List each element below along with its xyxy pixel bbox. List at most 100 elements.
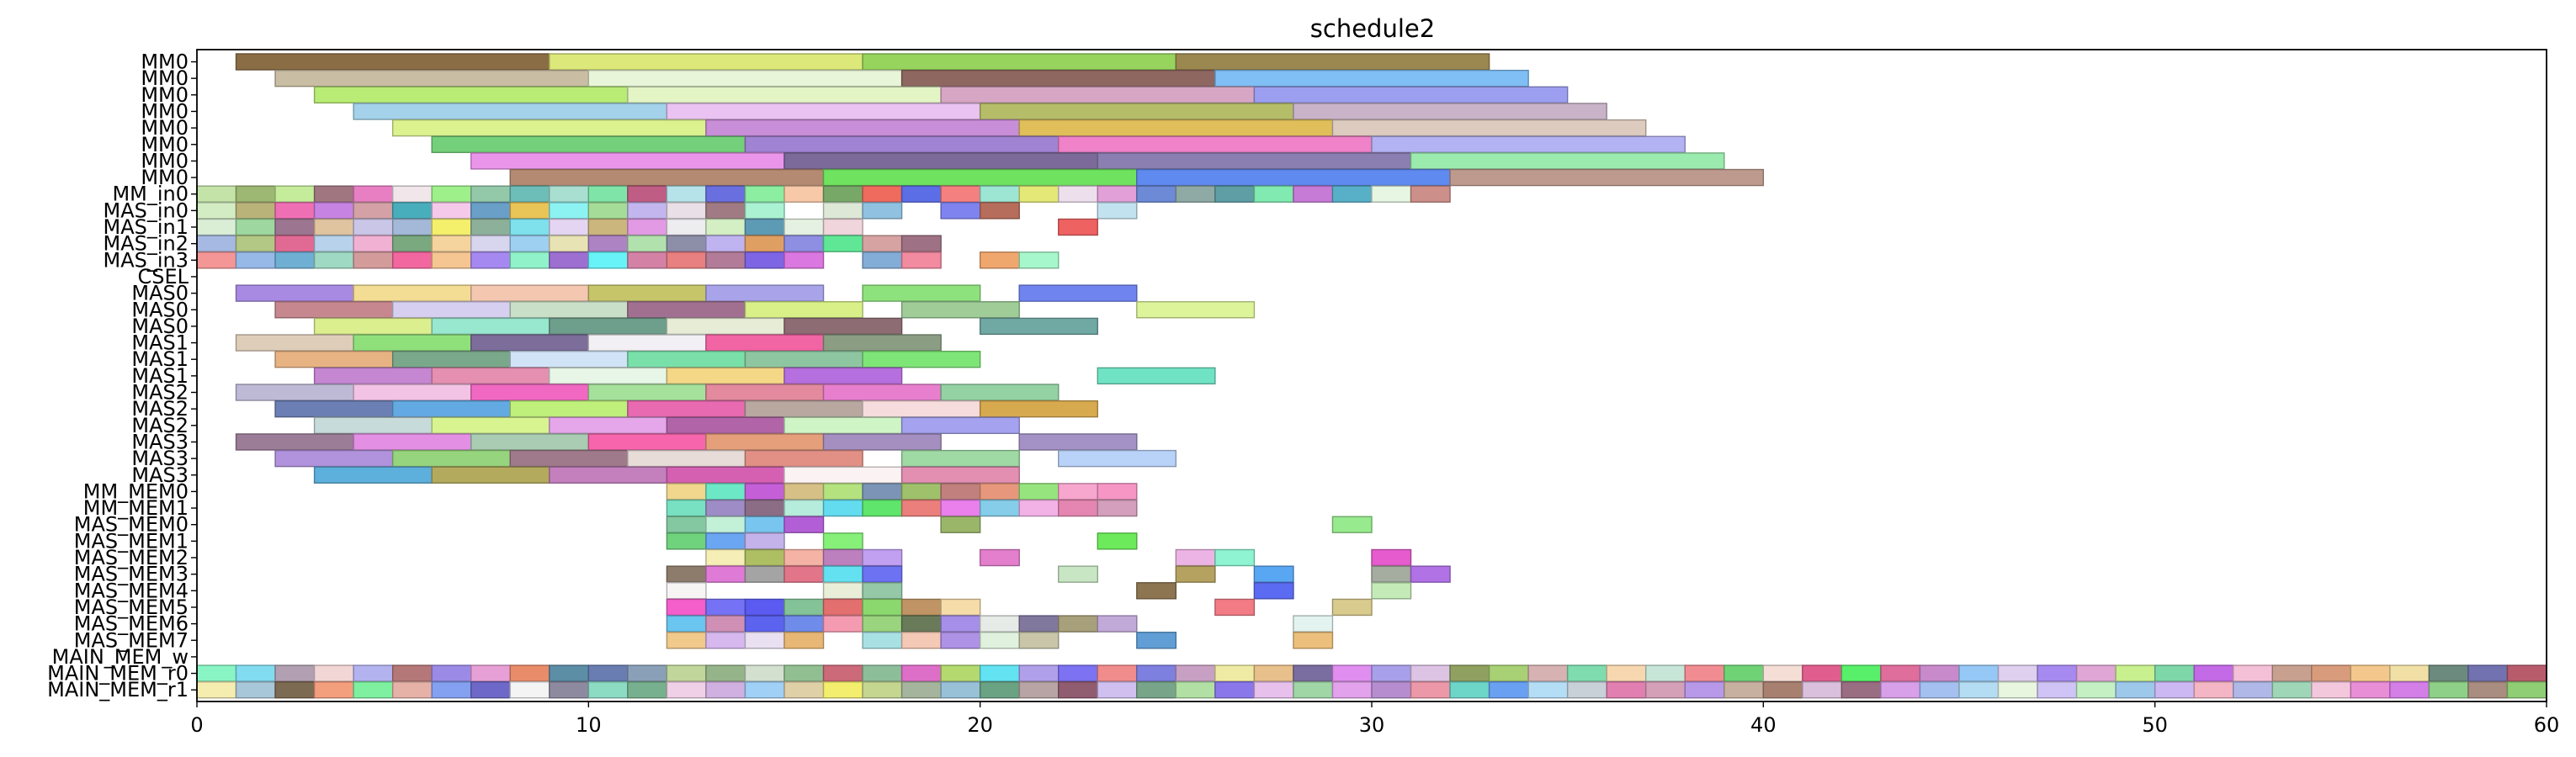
task-bar <box>313 218 354 236</box>
task-bar <box>627 251 668 269</box>
task-bar <box>1331 598 1373 617</box>
task-bar <box>783 235 825 252</box>
task-bar <box>2233 681 2273 699</box>
task-bar <box>2154 664 2195 682</box>
task-bar <box>783 632 825 649</box>
y-tick-label: MAS_in3 <box>103 248 189 272</box>
task-bar <box>1293 664 1334 682</box>
task-bar <box>627 218 668 236</box>
task-bar <box>666 466 785 484</box>
task-bar <box>822 202 863 220</box>
task-bar <box>1058 681 1098 699</box>
task-bar <box>1214 69 1529 87</box>
task-bar <box>313 185 354 203</box>
task-bar <box>666 632 707 649</box>
task-bar <box>627 351 746 368</box>
task-bar <box>1253 185 1294 203</box>
task-bar <box>979 681 1020 699</box>
task-bar <box>900 416 1020 434</box>
task-bar <box>627 86 942 104</box>
task-bar <box>705 681 746 699</box>
task-bar <box>705 284 825 302</box>
task-bar <box>1175 53 1490 71</box>
task-bar <box>431 664 472 682</box>
y-tick-label: MAS3 <box>131 447 189 470</box>
task-bar <box>822 598 863 617</box>
x-tick-label: 10 <box>576 713 602 737</box>
task-bar <box>705 615 746 633</box>
y-tick-label: MAS3 <box>131 430 189 453</box>
y-tick-label: MAS0 <box>131 282 189 305</box>
task-bar <box>2075 681 2117 699</box>
task-bar <box>979 103 1294 120</box>
y-tick-label: MAS1 <box>131 364 189 388</box>
task-bar <box>666 235 707 252</box>
task-bar <box>1371 185 1412 203</box>
task-bar <box>431 681 472 699</box>
task-bar <box>862 202 903 220</box>
task-bar <box>431 416 550 434</box>
task-bar <box>862 499 903 517</box>
task-bar <box>1724 681 1765 699</box>
task-bar <box>822 185 863 203</box>
task-bar <box>1293 681 1334 699</box>
task-bar <box>862 284 981 302</box>
task-bar <box>1371 548 1412 567</box>
task-bar <box>744 516 785 533</box>
task-bar <box>1175 681 1216 699</box>
task-bar <box>2506 664 2547 682</box>
task-bar <box>274 400 394 418</box>
task-bar <box>822 499 863 517</box>
task-bar <box>587 251 629 269</box>
task-bar <box>313 235 354 252</box>
task-bar <box>587 235 629 252</box>
task-bar <box>313 664 354 682</box>
task-bar <box>862 251 903 269</box>
task-bar <box>1097 483 1138 500</box>
task-bar <box>705 548 746 567</box>
task-bar <box>940 681 981 699</box>
task-bar <box>705 235 746 252</box>
task-bar <box>979 400 1098 418</box>
task-bar <box>666 499 707 517</box>
task-bar <box>744 548 785 567</box>
task-bar <box>1097 532 1138 550</box>
task-bar <box>1097 664 1138 682</box>
task-bar <box>940 86 1256 104</box>
task-bar <box>744 632 785 649</box>
task-bar <box>940 499 981 517</box>
task-bar <box>1136 582 1177 600</box>
task-bar <box>274 449 394 468</box>
task-bar <box>1997 681 2038 699</box>
y-tick-label: MAS_MEM3 <box>74 563 189 586</box>
task-bar <box>1018 433 1138 451</box>
task-bar <box>627 681 668 699</box>
task-bar <box>313 416 433 434</box>
y-tick-label: MM0 <box>141 166 189 189</box>
task-bar <box>862 400 981 418</box>
task-bar <box>509 202 550 220</box>
task-bar <box>900 499 942 517</box>
task-bar <box>1331 664 1373 682</box>
task-bar <box>470 218 511 236</box>
task-bar <box>1136 632 1177 649</box>
task-bar <box>549 235 590 252</box>
task-bar <box>313 367 433 385</box>
task-bar <box>666 103 981 120</box>
task-bar <box>1058 615 1098 633</box>
task-bar <box>1645 681 1686 699</box>
task-bar <box>979 185 1020 203</box>
task-bar <box>705 433 825 451</box>
task-bar <box>1214 664 1256 682</box>
y-tick-label: MAS2 <box>131 414 189 437</box>
task-bar <box>235 251 276 269</box>
task-bar <box>822 615 863 633</box>
task-bar <box>1097 152 1412 170</box>
task-bar <box>1410 185 1451 203</box>
task-bar <box>1449 664 1490 682</box>
task-bar <box>1136 168 1451 187</box>
task-bar <box>509 168 825 187</box>
task-bar <box>1645 664 1686 682</box>
task-bar <box>705 664 746 682</box>
